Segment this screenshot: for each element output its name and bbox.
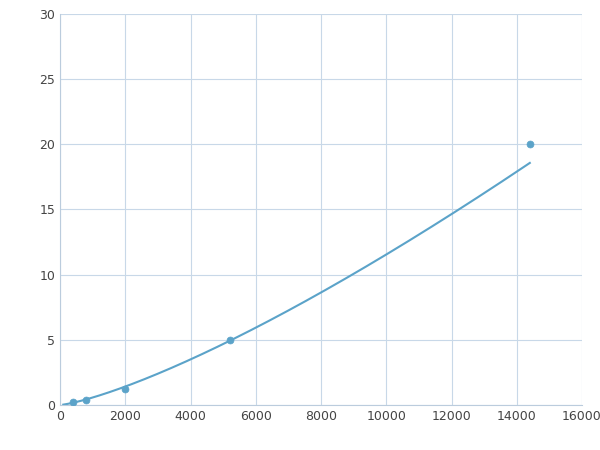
Point bbox=[68, 399, 78, 406]
Point bbox=[225, 336, 235, 343]
Point bbox=[81, 396, 91, 403]
Point bbox=[525, 140, 535, 148]
Point bbox=[121, 386, 130, 393]
